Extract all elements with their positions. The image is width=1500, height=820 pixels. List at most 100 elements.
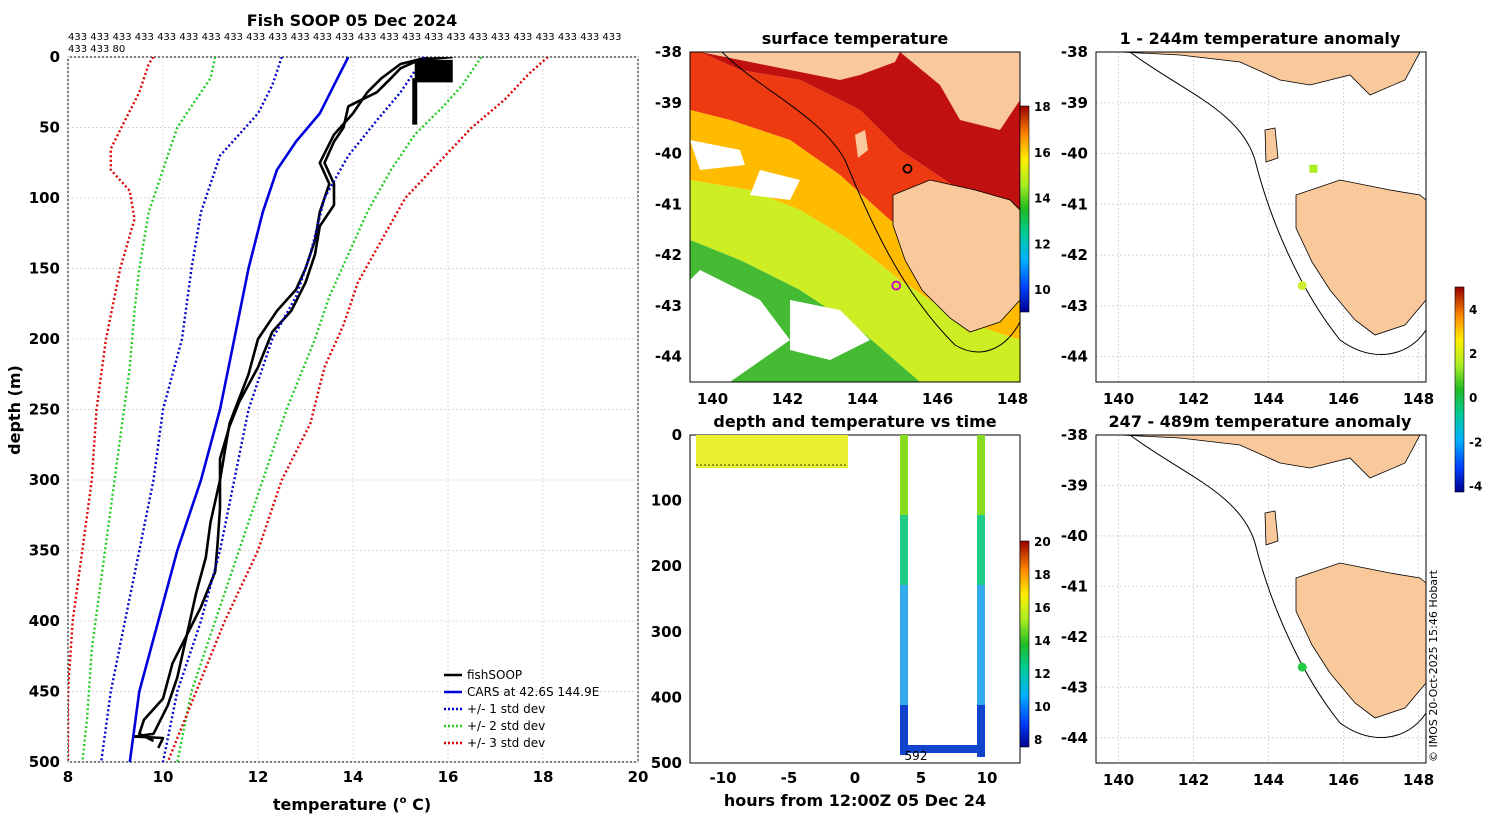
anomaly-shallow-point-north <box>1309 164 1318 173</box>
anomaly-shallow-xtick-label: 144 <box>1253 390 1284 408</box>
anomaly-colorbar-ticks: 4 2 0 -2 -4 <box>1469 303 1482 493</box>
time-xtick-label: 0 <box>850 769 860 787</box>
time-colorbar-label: 16 <box>1034 601 1051 615</box>
imos-credit: © IMOS 20-Oct-2025 15:46 Hobart <box>1427 569 1440 762</box>
anomaly-deep-ytick-label: -40 <box>1061 527 1088 545</box>
sst-xtick-label: 146 <box>922 390 953 408</box>
profile-ytick-label: 250 <box>29 401 60 419</box>
profile-xtick-label: 12 <box>248 768 269 786</box>
sst-ytick-label: -38 <box>655 43 682 61</box>
profile-subtitle-line-2: 433 433 80 <box>68 44 125 55</box>
profile-ytick-label: 200 <box>29 330 60 348</box>
sst-colorbar-label: 12 <box>1034 237 1051 251</box>
time-colorbar-label: 10 <box>1034 700 1051 714</box>
sst-ytick-label: -39 <box>655 94 682 112</box>
sst-ytick-label: -41 <box>655 195 682 213</box>
legend-2std: +/- 2 std dev <box>467 719 545 733</box>
profile-subtitle-line-1: 433 433 433 433 433 433 433 433 433 433 … <box>68 32 621 43</box>
sst-colorbar-label: 14 <box>1034 192 1051 206</box>
sst-field <box>690 52 1020 382</box>
time-xtick-label: 10 <box>977 769 998 787</box>
time-colorbar-label: 8 <box>1034 733 1042 747</box>
time-xtick-label: -10 <box>709 769 736 787</box>
anomaly-shallow-ytick-label: -40 <box>1061 145 1088 163</box>
anomaly-deep-ytick-label: -41 <box>1061 577 1088 595</box>
legend-fishsoop: fishSOOP <box>467 668 522 682</box>
legend-cars: CARS at 42.6S 144.9E <box>467 685 599 699</box>
time-xtick-label: -5 <box>781 769 798 787</box>
sst-marker-south <box>891 280 902 291</box>
sst-xtick-label: 144 <box>847 390 878 408</box>
anomaly-shallow-xtick-label: 148 <box>1403 390 1434 408</box>
profile-series-line <box>128 57 350 762</box>
profile-chart: Fish SOOP 05 Dec 2024 433 433 433 433 43… <box>5 11 648 814</box>
profile-series-line <box>81 57 217 762</box>
anomaly-shallow-ytick-label: -41 <box>1061 195 1088 213</box>
anomaly-shallow-axes-box <box>1095 51 1427 383</box>
anomaly-shallow-map: 1 - 244m temperature anomaly 140 142 144 14… <box>1061 29 1434 408</box>
anomaly-deep-xtick-label: 144 <box>1253 771 1284 789</box>
sst-xtick-label: 142 <box>772 390 803 408</box>
anomaly-deep-ytick-label: -38 <box>1061 426 1088 444</box>
anomaly-shallow-ytick-label: -38 <box>1061 43 1088 61</box>
anomaly-shallow-point-south <box>1297 281 1307 291</box>
profile-series-line <box>68 57 155 762</box>
anomaly-deep-ticks: 140 142 144 146 148 -38 -39 -40 -41 -42 -43 -44 <box>1061 426 1434 789</box>
anomaly-colorbar-label: -4 <box>1469 479 1482 493</box>
anomaly-shallow-ytick-label: -43 <box>1061 297 1088 315</box>
time-colorbar-label: 14 <box>1034 634 1051 648</box>
anomaly-shallow-xtick-label: 146 <box>1328 390 1359 408</box>
sst-colorbar <box>1019 105 1030 313</box>
anomaly-colorbar-group: 4 2 0 -2 -4 <box>1454 286 1482 493</box>
time-ytick-label: 400 <box>651 688 682 706</box>
profile-surface-band <box>414 59 453 83</box>
profile-legend: fishSOOP CARS at 42.6S 144.9E +/- 1 std … <box>444 668 599 750</box>
time-colorbar-ticks: 20 18 16 14 12 10 8 <box>1034 535 1051 747</box>
anomaly-colorbar-label: 4 <box>1469 303 1477 317</box>
time-ytick-label: 100 <box>651 492 682 510</box>
anomaly-deep-title: 247 - 489m temperature anomaly <box>1109 412 1412 431</box>
sst-colorbar-ticks: 10 12 14 16 18 <box>1034 100 1051 297</box>
time-ytick-label: 200 <box>651 557 682 575</box>
sst-map: surface temperature 140 142 144 146 148 -38 -3… <box>655 29 1051 408</box>
sst-marker-north <box>902 163 913 174</box>
sst-colorbar-label: 16 <box>1034 146 1051 160</box>
profile-ytick-label: 400 <box>29 612 60 630</box>
time-ytick-label: 500 <box>651 754 682 772</box>
anomaly-deep-ytick-label: -43 <box>1061 678 1088 696</box>
anomaly-shallow-xtick-label: 142 <box>1178 390 1209 408</box>
profile-ytick-label: 0 <box>50 48 60 66</box>
legend-1std: +/- 1 std dev <box>467 702 545 716</box>
profile-ytick-label: 50 <box>39 119 60 137</box>
profile-xtick-label: 16 <box>438 768 459 786</box>
anomaly-deep-point <box>1297 662 1307 672</box>
sst-colorbar-label: 18 <box>1034 100 1051 114</box>
profile-xtick-label: 20 <box>628 768 649 786</box>
legend-3std: +/- 3 std dev <box>467 736 545 750</box>
sst-ticks: 140 142 144 146 148 -38 -39 -40 -41 -42 -43 -44 <box>655 43 1028 408</box>
profile-xtick-label: 8 <box>63 768 73 786</box>
profile-ytick-label: 350 <box>29 542 60 560</box>
anomaly-shallow-ytick-label: -42 <box>1061 246 1088 264</box>
anomaly-deep-xtick-label: 140 <box>1103 771 1134 789</box>
anomaly-deep-axes-box <box>1095 434 1427 764</box>
sst-colorbar-label: 10 <box>1034 283 1051 297</box>
anomaly-colorbar-label: 2 <box>1469 347 1477 361</box>
time-colorbar-label: 20 <box>1034 535 1051 549</box>
anomaly-shallow-title: 1 - 244m temperature anomaly <box>1120 29 1401 48</box>
profile-series-line <box>138 57 430 743</box>
anomaly-colorbar-label: -2 <box>1469 435 1482 449</box>
time-ytick-label: 0 <box>672 426 682 444</box>
anomaly-shallow-ytick-label: -39 <box>1061 94 1088 112</box>
profile-xlabel: temperature (o C) <box>273 795 431 814</box>
anomaly-shallow-xtick-label: 140 <box>1103 390 1134 408</box>
profile-series-line <box>166 57 549 762</box>
sst-ytick-label: -42 <box>655 246 682 264</box>
anomaly-deep-ytick-label: -39 <box>1061 476 1088 494</box>
profile-xtick-label: 18 <box>533 768 554 786</box>
anomaly-shallow-ytick-label: -44 <box>1061 348 1088 366</box>
profile-ylabel: depth (m) <box>5 365 24 455</box>
sst-ytick-label: -40 <box>655 145 682 163</box>
